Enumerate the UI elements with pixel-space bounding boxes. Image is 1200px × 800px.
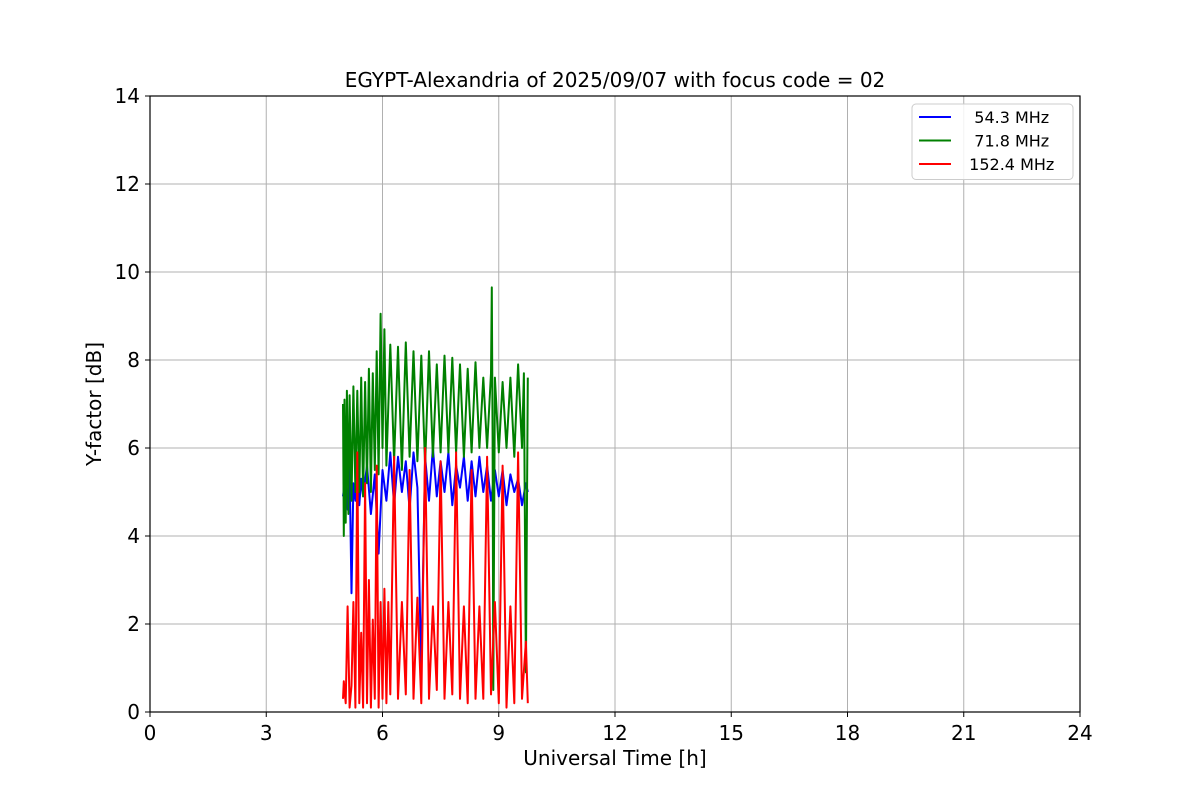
x-tick-label: 0 [144,721,157,745]
x-tick-label: 3 [260,721,273,745]
x-tick-label: 9 [492,721,505,745]
x-axis: 0 3 6 9 12 15 18 21 24 [144,712,1093,745]
y-tick-label: 2 [127,612,140,636]
chart-title: EGYPT-Alexandria of 2025/09/07 with focu… [345,68,886,92]
series-line-1 [342,286,529,691]
series-layer [342,286,529,709]
x-tick-label: 12 [602,721,627,745]
x-tick-label: 18 [835,721,860,745]
legend-label-0: 54.3 MHz [959,108,1049,127]
y-tick-label: 10 [115,260,140,284]
x-tick-label: 15 [719,721,744,745]
series-line-0 [342,447,529,674]
x-tick-label: 21 [951,721,976,745]
legend: 54.3 MHz 71.8 MHz 152.4 MHz [911,103,1074,180]
y-tick-label: 6 [127,436,140,460]
legend-label-2: 152.4 MHz [959,155,1054,174]
y-axis-label: Y-factor [dB] [82,342,106,467]
x-tick-label: 24 [1067,721,1092,745]
x-tick-label: 6 [376,721,389,745]
legend-label-1: 71.8 MHz [959,132,1049,151]
legend-box [911,103,1074,180]
y-axis: 0 2 4 6 8 10 12 14 [115,84,150,724]
y-tick-label: 8 [127,348,140,372]
x-axis-label: Universal Time [h] [523,746,706,770]
y-tick-label: 0 [127,700,140,724]
y-tick-label: 14 [115,84,140,108]
series-line-2 [342,447,529,709]
y-tick-label: 12 [115,172,140,196]
y-tick-label: 4 [127,524,140,548]
